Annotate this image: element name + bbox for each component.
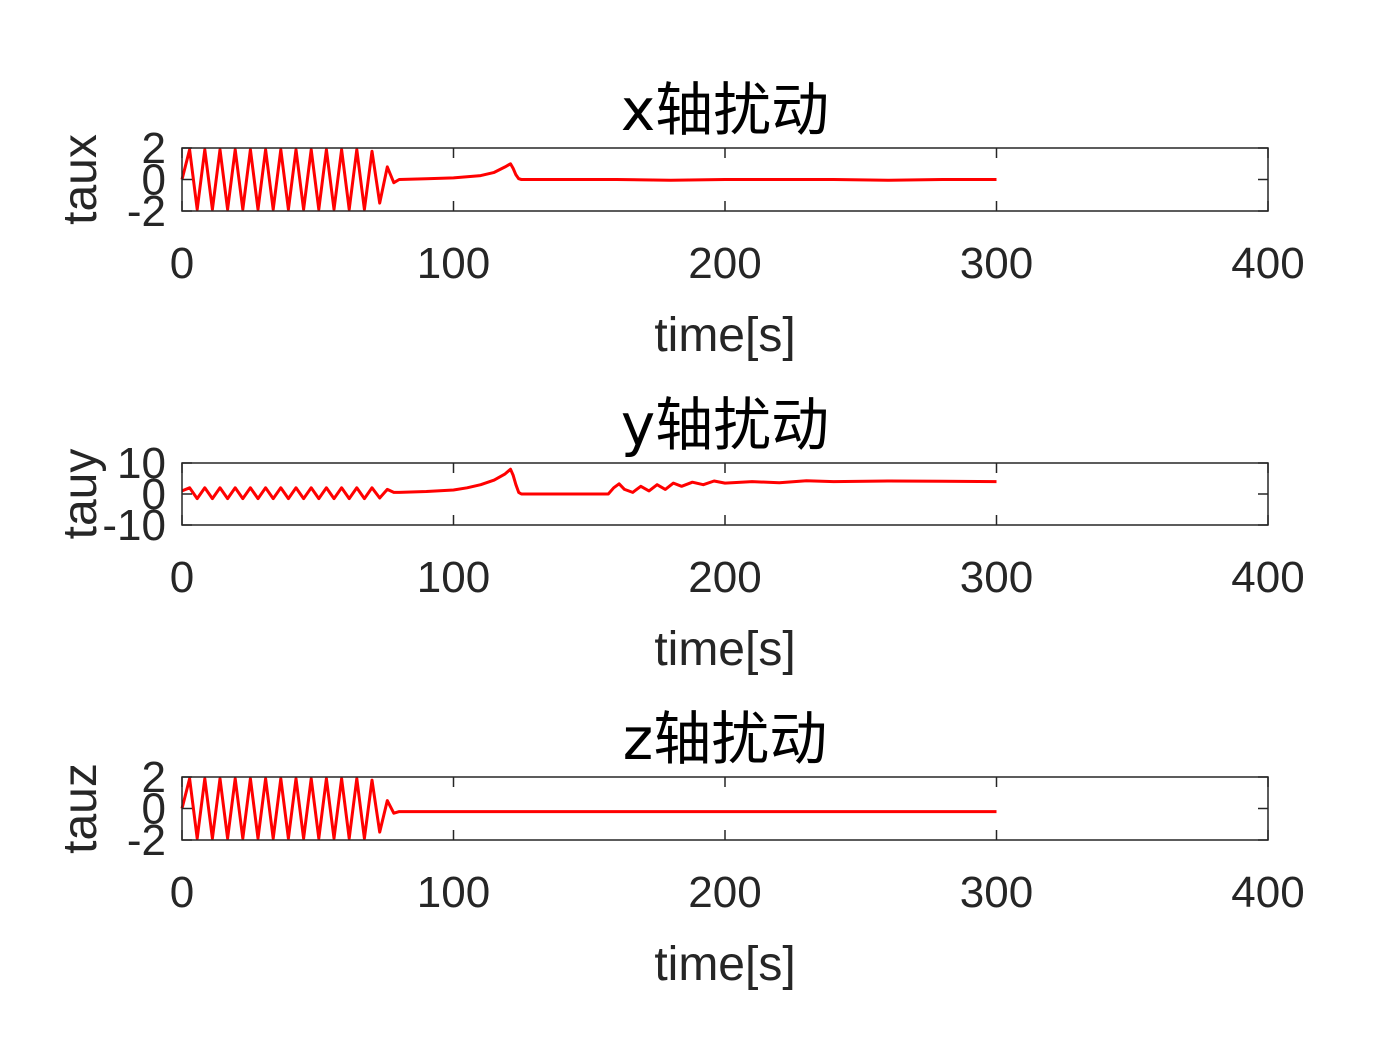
x-tick-label: 100 [417, 553, 490, 602]
x-tick-label: 300 [960, 239, 1033, 288]
y-tick-label: -2 [127, 816, 166, 865]
chart-title: z轴扰动 [623, 705, 827, 773]
y-tick-label: 0 [142, 785, 166, 834]
y-tick-label: 10 [117, 439, 166, 488]
x-tick-label: 300 [960, 553, 1033, 602]
x-tick-label: 0 [170, 868, 194, 917]
chart-title: x轴扰动 [621, 76, 829, 144]
y-axis-label: taux [54, 134, 107, 225]
x-tick-label: 400 [1231, 553, 1304, 602]
x-tick-label: 300 [960, 868, 1033, 917]
series-line [180, 148, 997, 211]
x-tick-label: 400 [1231, 239, 1304, 288]
y-tick-label: 0 [142, 156, 166, 205]
y-axis-label: tauz [54, 763, 107, 854]
x-tick-label: 200 [688, 239, 761, 288]
x-tick-label: 400 [1231, 868, 1304, 917]
y-tick-label: -2 [127, 187, 166, 236]
x-tick-label: 0 [170, 239, 194, 288]
chart-title: y轴扰动 [621, 391, 829, 459]
y-tick-label: 0 [142, 470, 166, 519]
x-axis-label: time[s] [654, 938, 795, 991]
x-tick-label: 200 [688, 553, 761, 602]
x-tick-label: 100 [417, 239, 490, 288]
y-axis-label: tauy [54, 449, 107, 540]
x-axis-label: time[s] [654, 623, 795, 676]
x-tick-label: 100 [417, 868, 490, 917]
x-tick-label: 0 [170, 553, 194, 602]
y-tick-label: 2 [142, 124, 166, 173]
x-tick-label: 200 [688, 868, 761, 917]
y-tick-label: 2 [142, 753, 166, 802]
y-tick-label: -10 [102, 501, 166, 550]
x-axis-label: time[s] [654, 309, 795, 362]
series-line [180, 777, 997, 840]
series-line [181, 467, 997, 501]
